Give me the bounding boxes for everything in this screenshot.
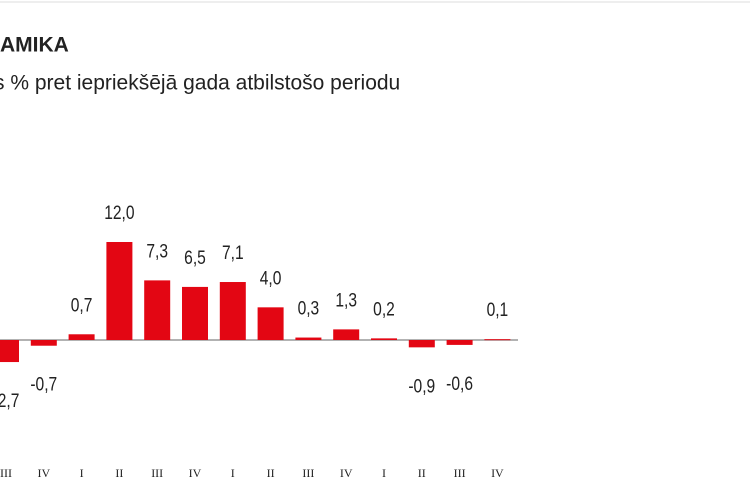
value-label: -0,7 <box>30 373 57 395</box>
value-label: -0,6 <box>446 372 473 394</box>
value-label: 0,3 <box>298 297 320 319</box>
value-label: 12,0 <box>104 202 134 224</box>
bar <box>182 286 208 340</box>
value-label: 4,0 <box>260 267 282 289</box>
x-tick-label: IV <box>340 466 353 480</box>
value-label: 6,5 <box>184 246 206 268</box>
bar <box>333 329 360 340</box>
x-tick-label: II <box>115 466 123 480</box>
x-tick-label: IV <box>37 466 50 480</box>
bar <box>257 307 284 340</box>
value-label: -2,7 <box>0 390 19 412</box>
value-label: 7,3 <box>146 240 168 262</box>
value-label: 0,1 <box>487 299 509 321</box>
value-label: -0,9 <box>408 375 435 397</box>
x-tick-label: I <box>231 466 235 480</box>
bar <box>106 242 133 340</box>
x-tick-label: II <box>418 466 426 480</box>
x-tick-label: III <box>302 466 314 480</box>
bar <box>446 340 473 345</box>
bar <box>68 334 95 340</box>
bar <box>408 340 435 348</box>
value-label: 1,3 <box>335 289 357 311</box>
x-tick-label: II <box>267 466 275 480</box>
bar <box>219 282 246 340</box>
x-tick-label: IV <box>189 466 202 480</box>
x-tick-label: III <box>151 466 163 480</box>
value-label: 0,2 <box>373 298 395 320</box>
x-tick-label: III <box>0 466 12 480</box>
value-label: 7,1 <box>222 242 244 264</box>
x-tick-label: I <box>382 466 386 480</box>
value-label: 0,7 <box>71 294 93 316</box>
bar <box>30 340 57 346</box>
x-tick-label: III <box>454 466 466 480</box>
bar <box>295 337 322 340</box>
bar <box>0 340 19 363</box>
bar <box>144 280 171 340</box>
chart-subtitle: s % pret iepriekšējā gada atbilstošo per… <box>0 72 400 95</box>
bar <box>484 339 511 341</box>
bar <box>371 338 397 340</box>
x-tick-label: IV <box>491 466 504 480</box>
chart-title: AMIKA <box>0 34 69 57</box>
x-tick-label: I <box>80 466 84 480</box>
